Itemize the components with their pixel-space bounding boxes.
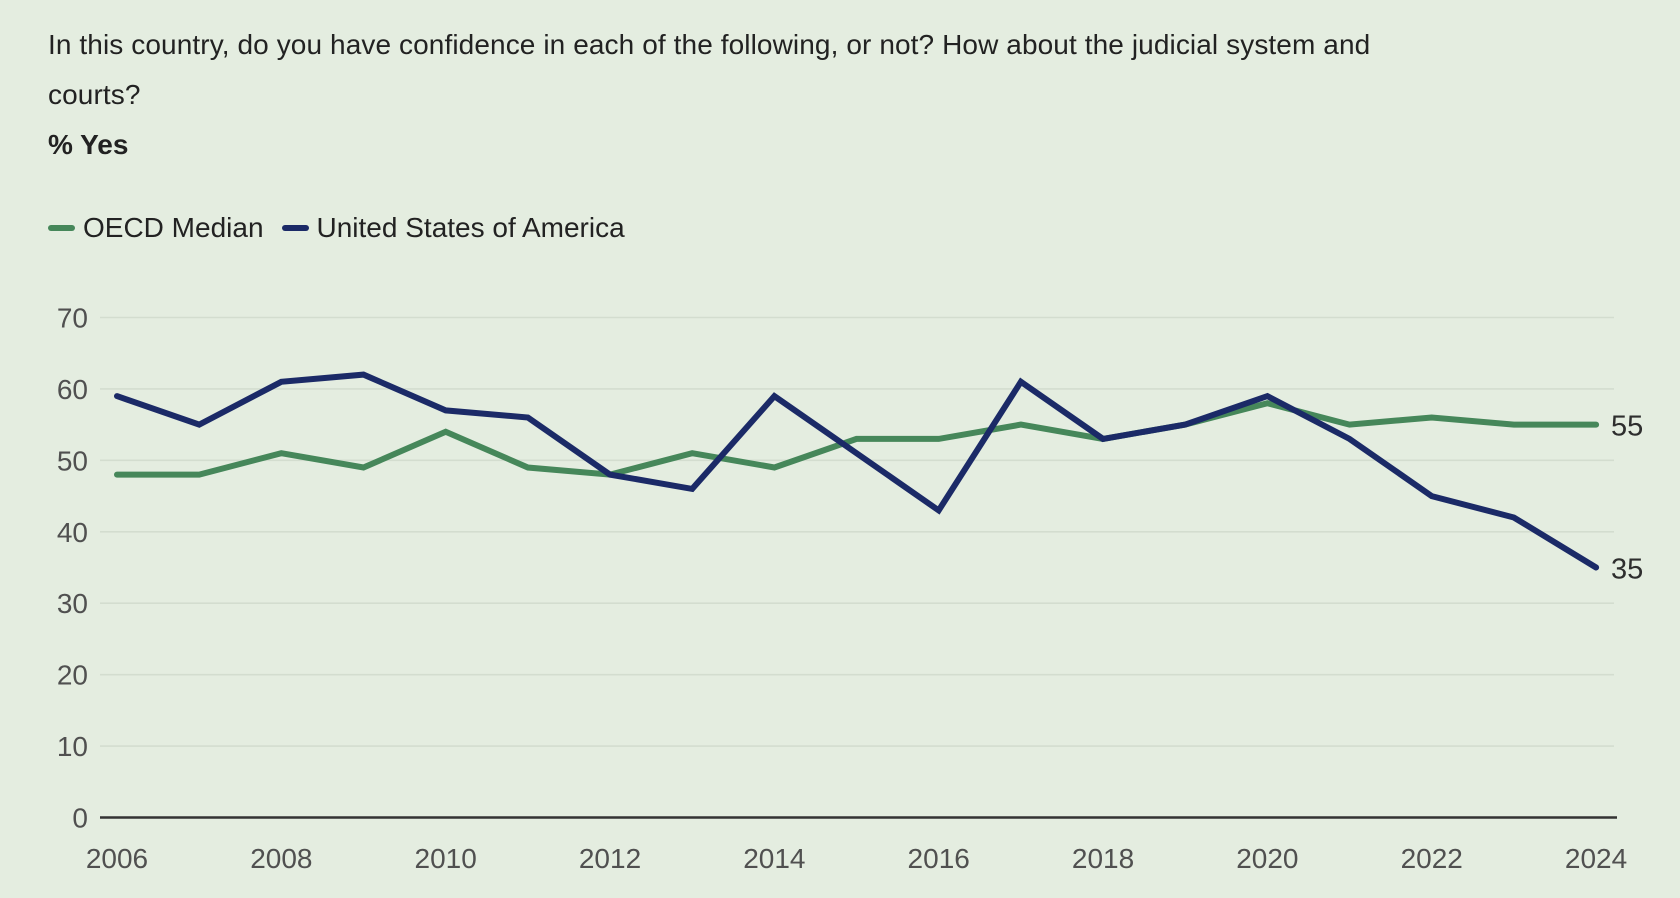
- y-tick-label: 70: [57, 303, 88, 334]
- legend-item-oecd-median[interactable]: OECD Median: [48, 212, 264, 244]
- y-tick-label: 60: [57, 374, 88, 405]
- y-tick-label: 50: [57, 445, 88, 476]
- x-tick-label: 2020: [1236, 843, 1298, 874]
- x-tick-label: 2008: [250, 843, 312, 874]
- x-tick-label: 2014: [743, 843, 805, 874]
- y-tick-label: 40: [57, 517, 88, 548]
- x-tick-label: 2024: [1565, 843, 1627, 874]
- x-tick-label: 2012: [579, 843, 641, 874]
- chart-title-line-1: In this country, do you have confidence …: [48, 29, 1371, 60]
- usa-line: [114, 371, 1600, 571]
- header-block: In this country, do you have confidence …: [48, 20, 1508, 170]
- x-tick-label: 2022: [1401, 843, 1463, 874]
- usa-swatch-icon: [281, 225, 309, 231]
- legend: OECD Median United States of America: [48, 212, 625, 244]
- legend-item-usa[interactable]: United States of America: [281, 212, 625, 244]
- chart-title: In this country, do you have confidence …: [48, 20, 1508, 120]
- oecd-median-swatch-icon: [48, 225, 75, 231]
- oecd-median-line: [114, 400, 1600, 478]
- y-tick-label: 20: [57, 660, 88, 691]
- usa-end-label: 35: [1611, 554, 1643, 586]
- x-tick-label: 2010: [415, 843, 477, 874]
- legend-label-usa: United States of America: [316, 212, 625, 243]
- legend-label-oecd-median: OECD Median: [83, 212, 264, 243]
- chart-title-line-2: courts?: [48, 79, 141, 110]
- y-tick-label: 0: [72, 803, 88, 834]
- y-tick-label: 10: [57, 731, 88, 762]
- y-tick-label: 30: [57, 588, 88, 619]
- chart-subtitle: % Yes: [48, 129, 129, 160]
- x-tick-label: 2006: [86, 843, 148, 874]
- oecd-median-end-label: 55: [1611, 411, 1643, 443]
- x-tick-label: 2018: [1072, 843, 1134, 874]
- x-tick-label: 2016: [908, 843, 970, 874]
